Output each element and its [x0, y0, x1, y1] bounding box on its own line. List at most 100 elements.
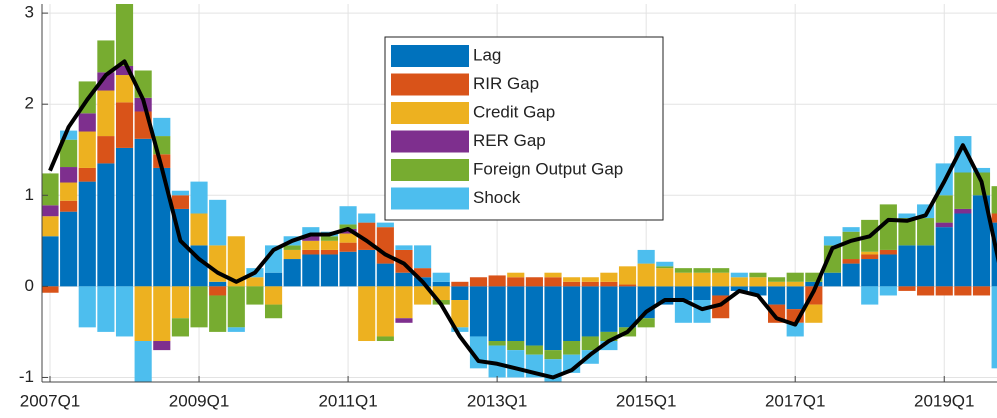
bar-segment: [544, 272, 562, 278]
x-tick-label: 2015Q1: [616, 391, 677, 410]
bar-segment: [991, 222, 997, 287]
bar-segment: [581, 277, 599, 282]
x-tick-label: 2013Q1: [467, 391, 528, 410]
bar-segment: [153, 341, 171, 351]
bar-segment: [358, 286, 376, 342]
bar-segment: [768, 281, 786, 287]
bar-segment: [395, 245, 413, 250]
bar-segment: [395, 272, 413, 287]
bar-segment: [42, 205, 59, 217]
bar-segment: [42, 216, 59, 237]
bar-segment: [935, 222, 953, 228]
bar-segment: [618, 286, 637, 328]
bar-segment: [507, 350, 525, 378]
bar-segment: [656, 266, 674, 269]
bar-segment: [376, 222, 394, 228]
bar-segment: [768, 286, 786, 305]
bar-segment: [488, 341, 506, 346]
bar-segment: [637, 318, 655, 328]
bar-segment: [674, 300, 692, 323]
bar-segment: [563, 277, 581, 282]
bar-segment: [917, 286, 935, 296]
bar-segment: [42, 173, 59, 206]
bar-segment: [469, 277, 488, 287]
legend-swatch: [391, 73, 469, 96]
bar-segment: [97, 163, 115, 287]
bar-segment: [376, 336, 394, 342]
bar-segment: [339, 233, 357, 243]
bar-segment: [674, 272, 692, 287]
x-tick-label: 2007Q1: [20, 391, 81, 410]
bar-segment: [749, 277, 767, 287]
bar-segment: [488, 345, 506, 378]
bar-segment: [339, 224, 357, 229]
bar-segment: [97, 286, 115, 332]
bar-segment: [581, 336, 599, 351]
bar-segment: [842, 259, 860, 264]
bar-segment: [972, 167, 991, 173]
bar-segment: [190, 213, 208, 246]
bar-segment: [451, 281, 469, 287]
bar-segment: [320, 236, 339, 241]
bar-segment: [898, 286, 916, 291]
bar-segment: [507, 277, 525, 287]
bar-segment: [451, 300, 469, 328]
legend-label: Credit Gap: [473, 102, 555, 121]
bar-segment: [563, 341, 581, 355]
bar-segment: [954, 136, 972, 173]
bar-segment: [712, 268, 730, 273]
bar-segment: [227, 236, 245, 287]
bar-segment: [917, 218, 935, 246]
bar-segment: [935, 195, 953, 223]
bar-segment: [786, 272, 804, 282]
bar-segment: [786, 322, 804, 337]
bar-segment: [171, 318, 189, 337]
bar-segment: [469, 286, 488, 337]
bar-segment: [339, 242, 357, 252]
bar-segment: [97, 90, 115, 137]
bar-segment: [861, 259, 879, 287]
bar-segment: [42, 286, 59, 293]
bar-segment: [246, 277, 264, 287]
bar-segment: [544, 277, 562, 287]
bar-segment: [78, 167, 96, 182]
bar-segment: [842, 227, 860, 232]
legend-swatch: [391, 159, 469, 181]
bar-segment: [78, 113, 96, 132]
bar-segment: [525, 345, 543, 355]
plot-area: [42, 4, 997, 382]
legend-label: Foreign Output Gap: [473, 159, 623, 178]
bar-segment: [78, 286, 96, 328]
legend-swatch: [391, 187, 469, 210]
x-tick-label: 2019Q1: [914, 391, 975, 410]
legend: Lag RIR Gap Credit Gap RER Gap Foreign Outpu…: [384, 36, 664, 221]
bar-segment: [805, 281, 823, 287]
legend-swatch: [391, 45, 469, 67]
bar-segment: [320, 240, 339, 250]
bar-segment: [320, 254, 339, 287]
bar-segment: [209, 286, 227, 296]
bar-segment: [563, 281, 581, 287]
bar-segment: [227, 327, 245, 332]
bar-segment: [991, 186, 997, 214]
bar-segment: [358, 249, 376, 287]
bar-segment: [879, 204, 897, 250]
bar-segment: [283, 259, 301, 287]
bar-segment: [264, 272, 283, 287]
y-tick-label: 2: [25, 94, 34, 113]
bar-segment: [749, 286, 767, 296]
bar-segment: [786, 281, 804, 287]
bar-segment: [712, 286, 730, 296]
bar-segment: [935, 227, 953, 287]
bar-segment: [115, 75, 134, 103]
bar-segment: [209, 199, 227, 246]
bar-segment: [414, 245, 432, 269]
bar-segment: [283, 249, 301, 260]
bar-segment: [954, 208, 972, 214]
bar-segment: [134, 138, 152, 287]
bar-segment: [190, 286, 208, 328]
y-tick-label: 1: [25, 185, 34, 204]
bar-segment: [898, 218, 916, 246]
bar-segment: [786, 286, 804, 310]
